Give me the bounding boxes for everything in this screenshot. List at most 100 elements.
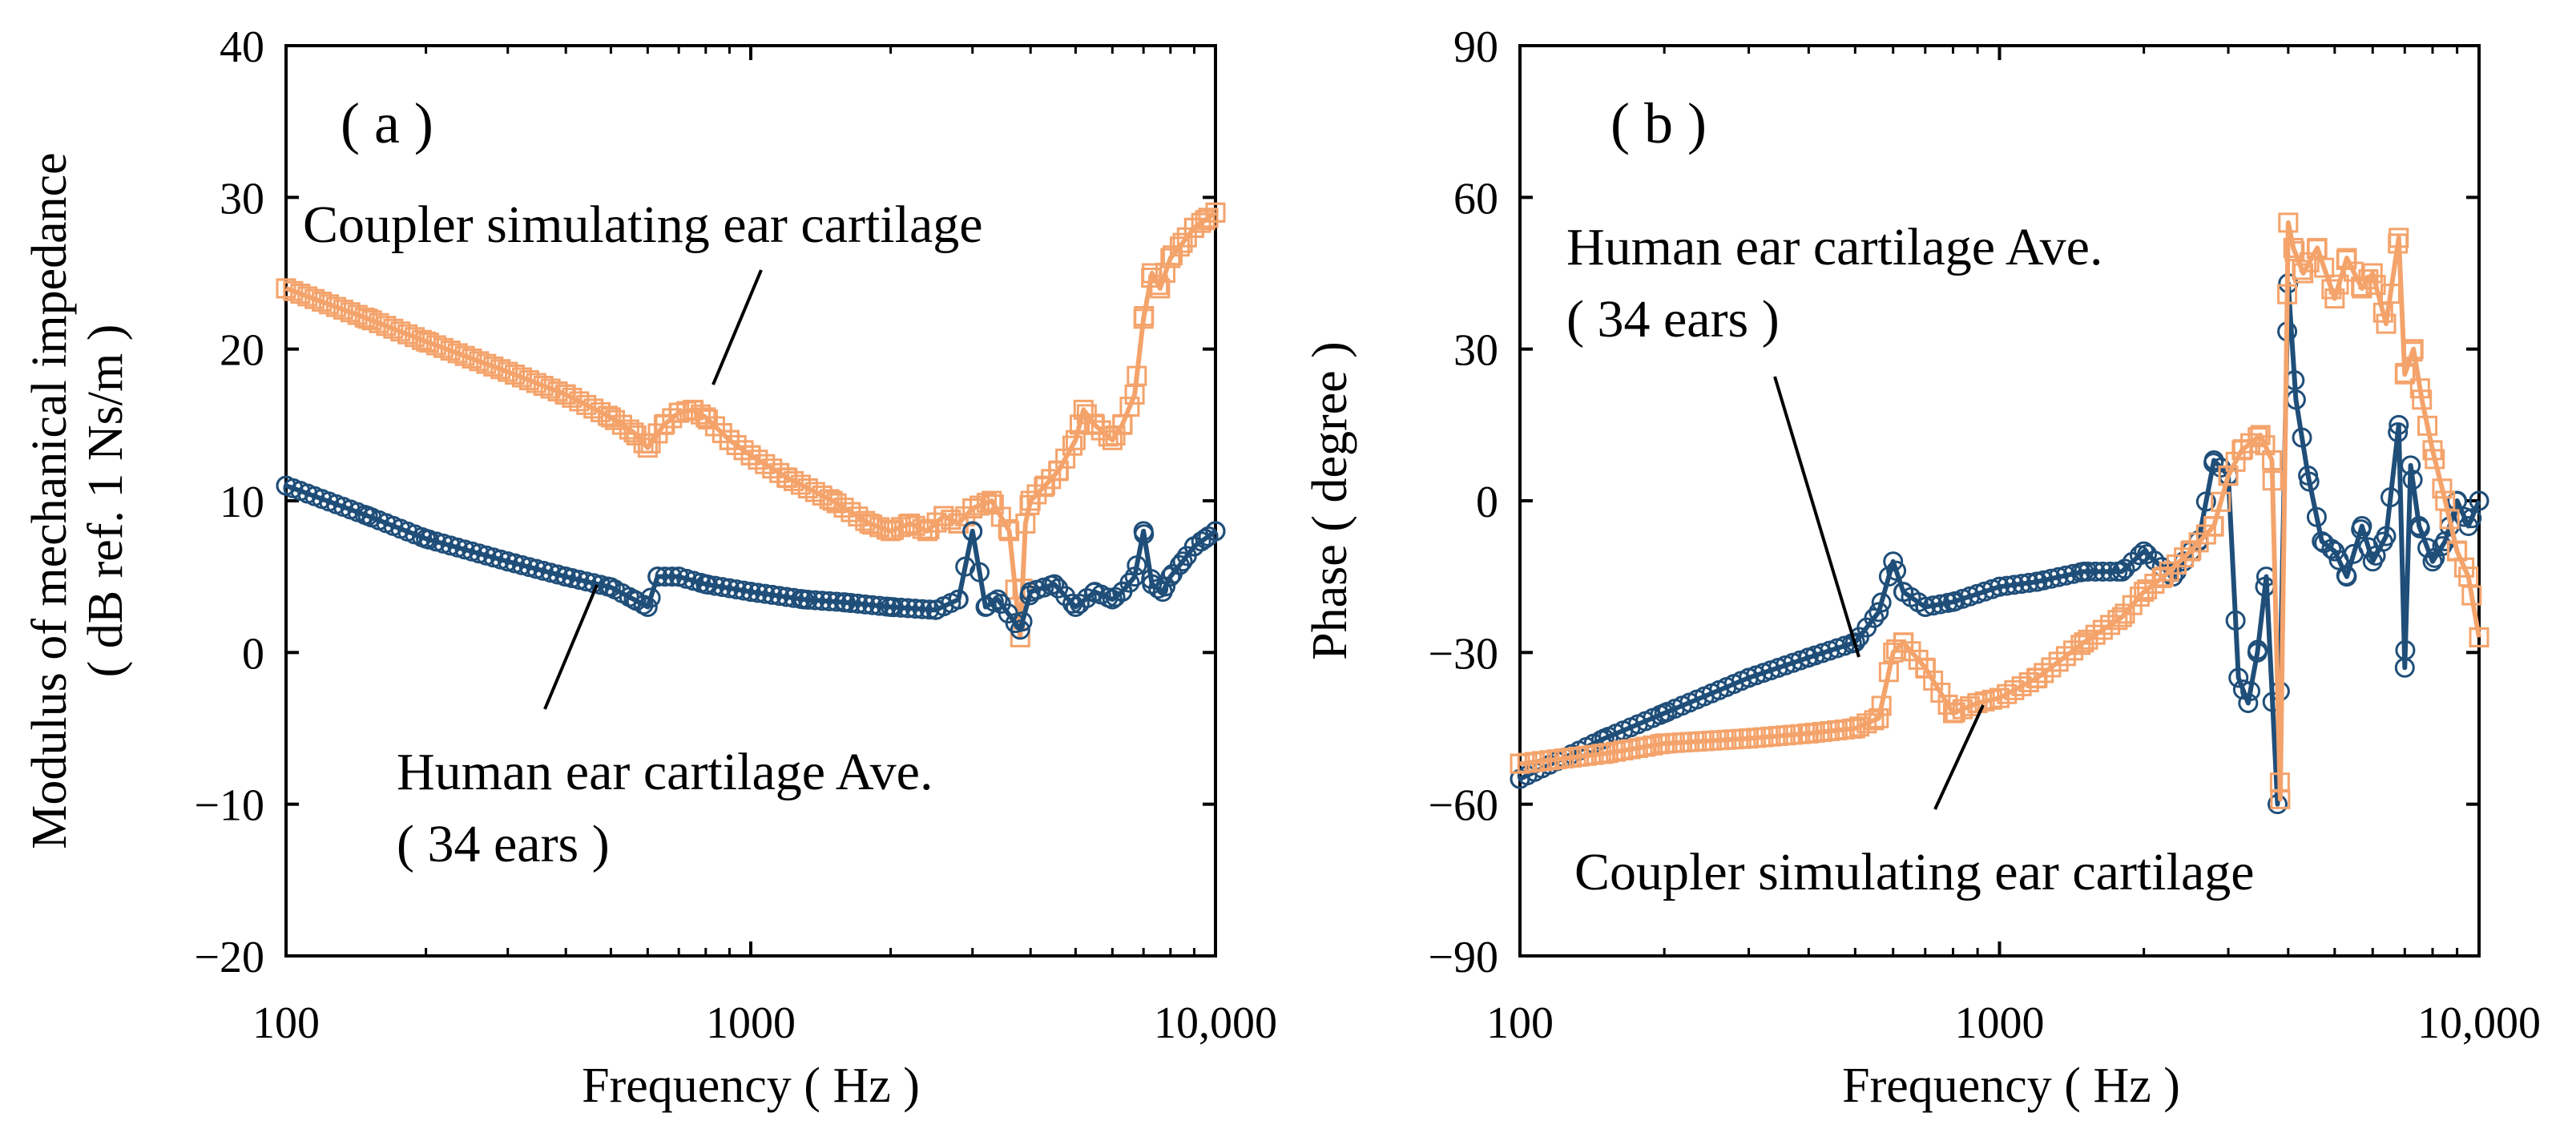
data-point-human	[2225, 610, 2246, 631]
y-tick-label: 10	[220, 478, 264, 527]
data-point-coupler	[1967, 692, 1988, 713]
data-point-coupler	[2129, 587, 2150, 607]
data-point-human	[2380, 487, 2401, 508]
data-point-human	[755, 583, 776, 604]
data-point-coupler	[562, 387, 583, 408]
data-point-human	[835, 592, 856, 613]
data-point-coupler	[1133, 308, 1154, 329]
axes-a: −20 −10 0 10 20 30 40 100 1000 10,000	[194, 22, 1277, 1048]
data-point-coupler	[1069, 414, 1090, 435]
data-point-coupler	[2409, 378, 2430, 399]
data-point-human	[2195, 491, 2216, 512]
data-point-coupler	[1844, 718, 1865, 739]
data-point-human	[1044, 574, 1065, 595]
data-point-human	[2055, 565, 2076, 586]
data-point-coupler	[2469, 627, 2489, 647]
data-point-human	[848, 593, 869, 614]
y-tick-label: 30	[1453, 326, 1498, 376]
data-point-human	[1112, 582, 1133, 603]
data-point-human	[826, 591, 847, 612]
data-point-coupler	[653, 414, 674, 435]
data-point-coupler	[1172, 232, 1193, 253]
data-point-coupler	[1048, 460, 1069, 481]
data-point-coupler	[2074, 632, 2094, 653]
data-point-human	[769, 586, 790, 607]
data-point-human	[919, 599, 940, 620]
data-point-human	[855, 594, 876, 615]
data-point-coupler	[1015, 513, 1036, 534]
y-tick-label: 90	[1453, 22, 1498, 72]
data-point-human	[1084, 582, 1105, 603]
data-point-human	[2432, 536, 2453, 557]
data-point-human	[2402, 470, 2423, 490]
data-point-coupler	[498, 361, 518, 382]
data-point-coupler	[2151, 567, 2172, 588]
data-point-coupler	[637, 437, 658, 458]
data-point-human	[1886, 560, 1907, 581]
data-point-coupler	[1849, 716, 1870, 737]
series-line-human-a	[284, 483, 1217, 632]
data-point-human	[668, 566, 689, 587]
data-point-coupler	[518, 370, 539, 391]
data-point-coupler	[1594, 744, 1615, 764]
data-point-coupler	[1084, 414, 1105, 435]
data-point-human	[1654, 703, 1675, 724]
data-point-human	[637, 597, 658, 618]
data-point-coupler	[2417, 415, 2438, 436]
data-point-coupler	[1205, 202, 1226, 223]
data-point-coupler	[1034, 475, 1055, 496]
data-point-coupler	[999, 521, 1020, 542]
data-point-coupler	[1150, 278, 1171, 299]
data-point-coupler	[290, 284, 311, 304]
data-point-human	[1160, 566, 1181, 587]
data-point-human	[987, 589, 1008, 610]
y-tick-label: 20	[220, 326, 264, 376]
data-point-coupler	[1073, 399, 1094, 420]
data-point-human	[2422, 551, 2443, 572]
data-point-human	[748, 583, 768, 603]
data-point-human	[647, 566, 668, 587]
data-point-human	[1893, 582, 1913, 603]
y-tick-label: 40	[220, 22, 264, 72]
data-point-coupler	[1981, 689, 2002, 710]
data-point-human	[1127, 555, 1147, 576]
data-point-human	[2018, 572, 2039, 593]
series-line-coupler-a	[284, 210, 1217, 640]
data-point-human	[1942, 591, 1963, 612]
data-point-coupler	[1160, 248, 1181, 268]
data-point-coupler	[905, 515, 925, 536]
data-point-human	[2388, 422, 2409, 443]
data-point-coupler	[668, 402, 689, 423]
data-point-coupler	[712, 423, 732, 444]
data-point-coupler	[2159, 561, 2179, 582]
data-point-coupler	[740, 445, 761, 466]
data-point-human	[2134, 541, 2155, 562]
data-point-coupler	[569, 391, 590, 412]
data-point-coupler	[469, 351, 490, 372]
data-point-coupler	[576, 394, 597, 415]
data-point-coupler	[917, 521, 938, 542]
annotation-leader-coupler-a	[712, 269, 763, 385]
y-tick-label: −30	[1428, 629, 1498, 679]
data-point-human	[1010, 619, 1030, 640]
data-point-human	[1020, 582, 1041, 603]
data-point-human	[1205, 521, 1226, 542]
data-point-coupler	[982, 490, 1002, 511]
data-point-coupler	[2432, 478, 2453, 499]
data-point-coupler	[2278, 212, 2299, 233]
data-point-coupler	[462, 348, 482, 369]
data-point-human	[416, 528, 437, 549]
data-point-coupler	[1869, 708, 1889, 728]
data-point-human	[357, 506, 378, 526]
data-point-coupler	[1974, 691, 1995, 712]
data-point-human	[1989, 576, 2010, 597]
data-point-coupler	[881, 521, 901, 542]
y-tick-label: −10	[194, 781, 264, 831]
data-point-human	[819, 591, 840, 611]
data-point-coupler	[1183, 217, 1204, 238]
data-point-coupler	[790, 474, 811, 495]
data-point-coupler	[1613, 740, 1634, 761]
x-tick-label: 10,000	[2417, 998, 2541, 1048]
data-point-coupler	[2107, 610, 2128, 631]
data-point-coupler	[383, 318, 404, 339]
